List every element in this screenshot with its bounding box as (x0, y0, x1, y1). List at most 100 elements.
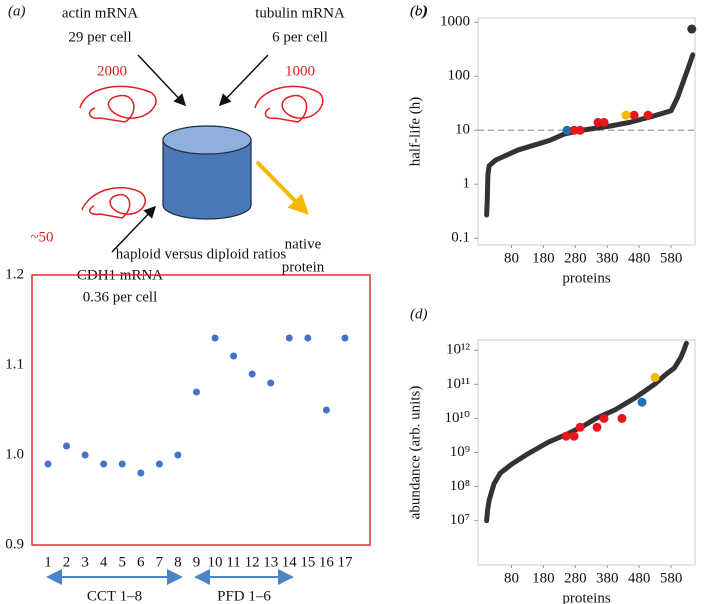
point (629, 110, 639, 120)
label: 29 per cell (68, 29, 131, 45)
point (81, 451, 89, 459)
x-tick-label: 280 (564, 570, 587, 586)
label: 6 per cell (272, 29, 328, 45)
label: 2000 (97, 63, 127, 79)
y-tick-label: 1000 (440, 14, 470, 30)
x-tick-label: 12 (245, 554, 260, 570)
arrow (218, 54, 269, 107)
x-tick-label: 5 (118, 554, 126, 570)
point (561, 431, 571, 441)
y-tick-label: 10¹⁰ (444, 410, 470, 426)
point (285, 334, 293, 342)
label: protein (282, 259, 325, 275)
x-tick-label: 9 (193, 554, 201, 570)
mrna (254, 85, 324, 123)
point (304, 334, 312, 342)
x-tick-label: 15 (300, 554, 315, 570)
label: 0.36 per cell (83, 289, 158, 305)
label: 1000 (285, 63, 315, 79)
x-tick-label: 6 (137, 554, 145, 570)
arrow (137, 54, 187, 107)
point (248, 370, 256, 378)
point (137, 469, 145, 477)
x-axis-label: proteins (562, 590, 610, 604)
panel-label: (c) (410, 3, 427, 19)
point (100, 460, 108, 468)
y-tick-label: 1.0 (5, 446, 24, 462)
arrow (255, 160, 309, 215)
panel-label: (a) (8, 3, 26, 19)
x-tick-label: 380 (596, 250, 619, 266)
x-tick-label: 10 (208, 554, 223, 570)
data-curve (484, 52, 696, 218)
y-tick-label: 0.1 (451, 230, 470, 246)
y-tick-label: 10⁸ (450, 478, 470, 494)
arrow (111, 205, 157, 253)
y-tick-label: 1 (463, 176, 471, 192)
point (643, 110, 653, 120)
group-label: PFD 1–6 (217, 588, 271, 604)
point (621, 110, 631, 120)
panel-label: (d) (410, 306, 428, 322)
point (650, 372, 660, 382)
y-tick-label: 10¹¹ (446, 376, 470, 392)
point (569, 431, 579, 441)
point (174, 451, 182, 459)
plot-frame (31, 274, 371, 546)
point (211, 334, 219, 342)
y-axis-label: half-life (h) (407, 97, 423, 167)
label: actin mRNA (62, 5, 138, 21)
point (341, 334, 349, 342)
plot-frame (477, 17, 696, 246)
x-tick-label: 3 (81, 554, 89, 570)
point (562, 125, 572, 135)
point (599, 117, 609, 127)
y-axis-label: abundance (arb. units) (407, 386, 423, 520)
y-tick-label: 1.1 (5, 356, 24, 372)
point (230, 352, 238, 360)
label: ~50 (30, 229, 53, 245)
label: tubulin mRNA (255, 5, 345, 21)
mrna (79, 85, 157, 123)
x-tick-label: 7 (156, 554, 164, 570)
x-tick-label: 1 (44, 554, 52, 570)
y-tick-label: 10¹² (446, 342, 470, 358)
point (63, 442, 71, 450)
x-tick-label: 180 (532, 250, 555, 266)
point (592, 422, 602, 432)
point (118, 460, 126, 468)
point (192, 388, 200, 396)
y-tick-label: 100 (448, 68, 471, 84)
x-tick-label: 480 (628, 570, 651, 586)
x-tick-label: 280 (564, 250, 587, 266)
ribosome-cylinder (162, 125, 252, 220)
point (155, 460, 163, 468)
y-tick-label: 0.9 (5, 536, 24, 552)
x-tick-label: 8 (174, 554, 182, 570)
x-tick-label: 17 (337, 554, 353, 570)
point (267, 379, 275, 387)
point (575, 125, 585, 135)
x-tick-label: 13 (263, 554, 278, 570)
x-tick-label: 11 (226, 554, 240, 570)
y-tick-label: 10⁷ (450, 512, 470, 528)
group-label: CCT 1–8 (87, 588, 142, 604)
y-tick-label: 1.2 (5, 266, 24, 282)
y-tick-label: 10 (455, 122, 470, 138)
x-tick-label: 14 (282, 554, 298, 570)
point (599, 413, 609, 423)
data-curve (484, 340, 689, 524)
point (44, 460, 52, 468)
plot-frame (477, 339, 696, 566)
x-tick-label: 180 (532, 570, 555, 586)
x-tick-label: 80 (504, 570, 519, 586)
point (687, 24, 697, 34)
x-tick-label: 580 (660, 570, 683, 586)
x-tick-label: 380 (596, 570, 619, 586)
point (322, 406, 330, 414)
x-tick-label: 80 (504, 250, 519, 266)
x-axis-label: proteins (562, 270, 610, 286)
x-tick-label: 580 (660, 250, 683, 266)
mrna (81, 187, 146, 219)
